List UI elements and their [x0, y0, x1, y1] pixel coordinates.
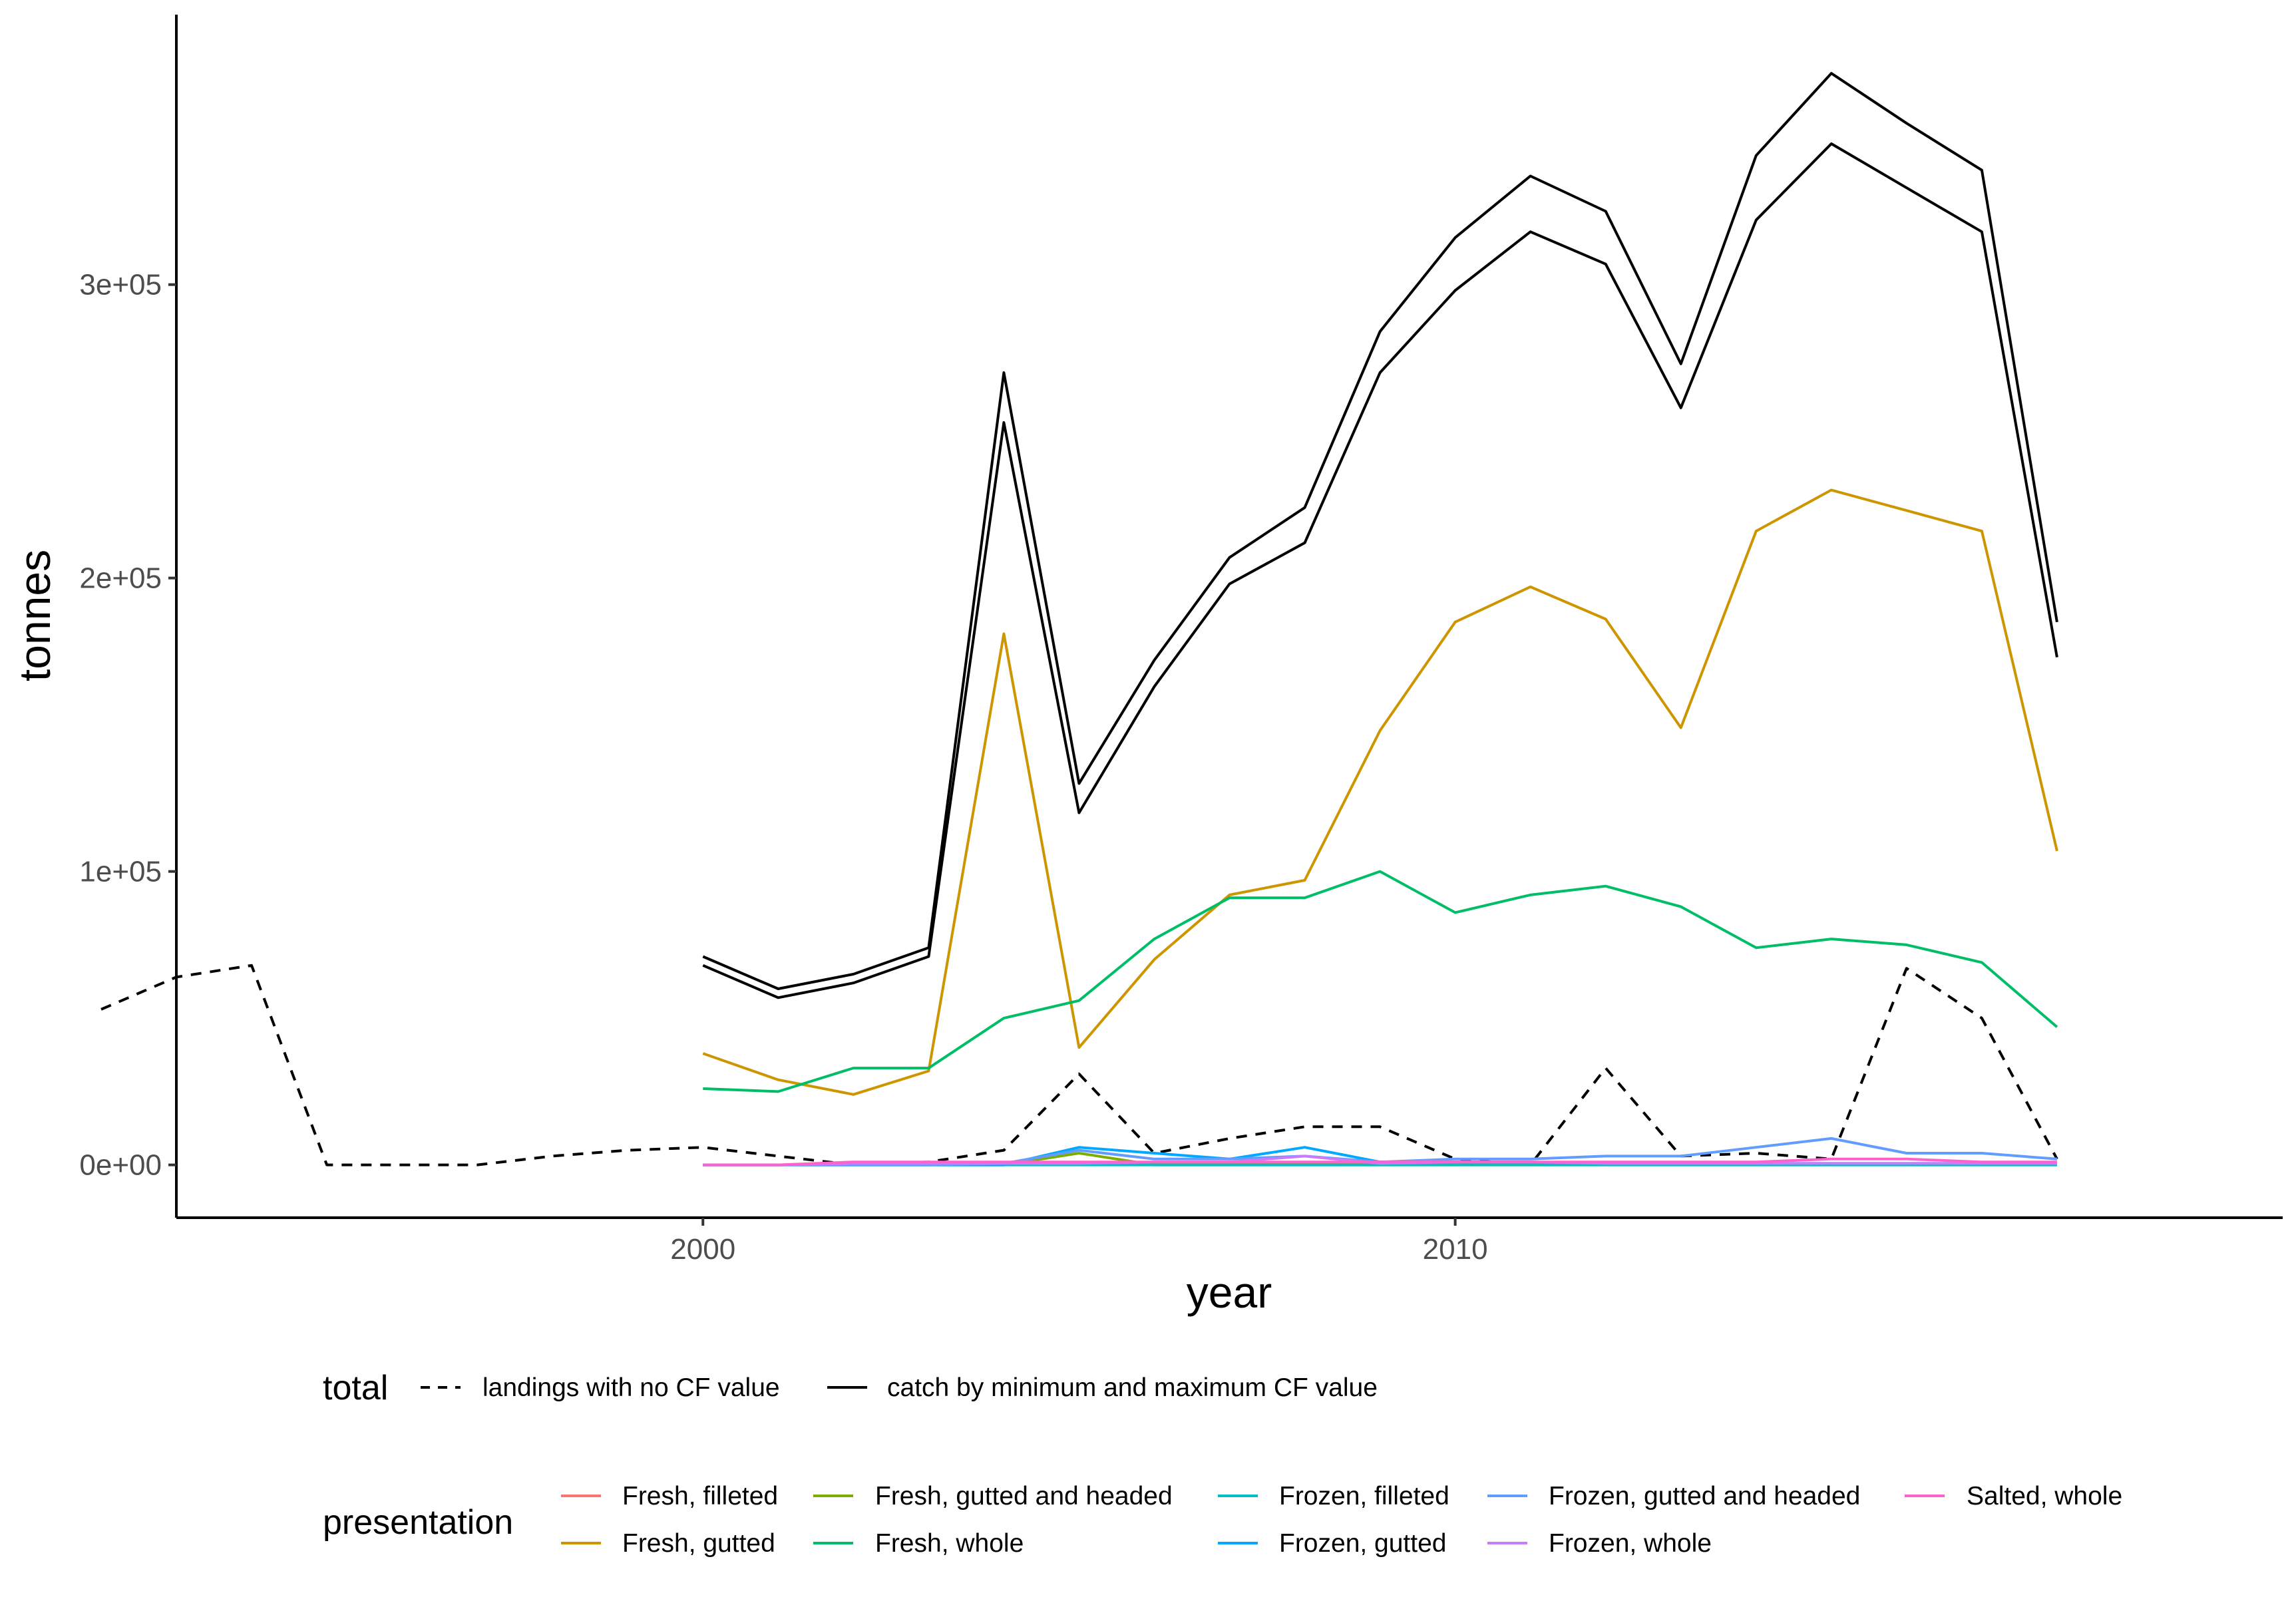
legend-label-fresh-gutted: Fresh, gutted [622, 1529, 775, 1558]
y-tick-label: 0e+00 [79, 1149, 162, 1182]
y-axis-title: tonnes [10, 550, 59, 681]
series-line-landings-with-no-cf-value [100, 964, 2058, 1166]
series-line-catch-by-maximum-cf-value [702, 72, 2058, 990]
x-tick-label: 2010 [1423, 1233, 1488, 1266]
legend-label-salted-whole: Salted, whole [1967, 1482, 2122, 1510]
legend-total-title: total [323, 1369, 388, 1407]
series-line-frozen-whole [703, 1154, 2057, 1166]
x-axis-title: year [1187, 1268, 1272, 1317]
series-line-catch-by-minimum-cf-value [702, 142, 2058, 999]
legend-total: total landings with no CF value catch by… [323, 1369, 1378, 1407]
x-ticks: 2000 2010 [670, 1218, 1488, 1266]
legend-label-frozen-filleted: Frozen, filleted [1279, 1482, 1449, 1510]
series-line-fresh-whole [703, 870, 2058, 1093]
legend-label-min-max-cf: catch by minimum and maximum CF value [887, 1373, 1378, 1402]
legend-label-fresh-gutted-headed: Fresh, gutted and headed [875, 1482, 1173, 1510]
y-tick-label: 3e+05 [79, 269, 162, 301]
legend-label-fresh-whole: Fresh, whole [875, 1529, 1024, 1558]
legend-label-frozen-whole: Frozen, whole [1549, 1529, 1712, 1558]
legend-label-fresh-filleted: Fresh, filleted [622, 1482, 778, 1510]
y-tick-label: 2e+05 [79, 562, 162, 595]
series-line-salted-whole [703, 1157, 2057, 1166]
y-tick-label: 1e+05 [79, 856, 162, 888]
x-tick-label: 2000 [670, 1233, 735, 1266]
legend-label-no-cf: landings with no CF value [482, 1373, 780, 1402]
y-ticks: 0e+00 1e+05 2e+05 3e+05 [79, 269, 176, 1182]
legend-presentation-title: presentation [323, 1503, 513, 1542]
plot-lines [100, 72, 2058, 1166]
series-line-fresh-gutted [702, 488, 2058, 1096]
legend-presentation: presentation Fresh, filleted Fresh, gutt… [323, 1482, 2122, 1558]
legend-label-frozen-gutted: Frozen, gutted [1279, 1529, 1446, 1558]
legend-label-frozen-gutted-headed: Frozen, gutted and headed [1549, 1482, 1860, 1510]
